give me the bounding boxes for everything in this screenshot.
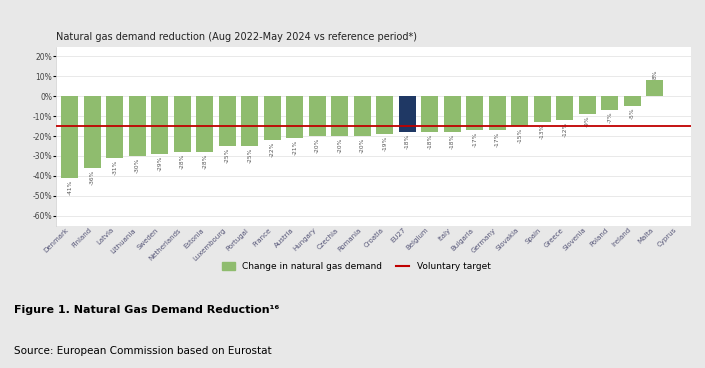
Text: Source: European Commission based on Eurostat: Source: European Commission based on Eur… xyxy=(14,346,271,356)
Text: -22%: -22% xyxy=(270,142,275,157)
Bar xyxy=(219,96,236,146)
Text: -28%: -28% xyxy=(202,153,207,169)
Text: -13%: -13% xyxy=(540,124,545,139)
Text: -18%: -18% xyxy=(405,134,410,149)
Text: -25%: -25% xyxy=(247,148,252,163)
Text: Figure 1. Natural Gas Demand Reduction¹⁶: Figure 1. Natural Gas Demand Reduction¹⁶ xyxy=(14,305,279,315)
Bar xyxy=(422,96,439,132)
Bar xyxy=(511,96,528,126)
Text: -21%: -21% xyxy=(293,139,298,155)
Text: -18%: -18% xyxy=(427,134,432,149)
Bar xyxy=(467,96,484,130)
Text: -7%: -7% xyxy=(608,112,613,123)
Legend: Change in natural gas demand, Voluntary target: Change in natural gas demand, Voluntary … xyxy=(218,259,494,275)
Bar xyxy=(399,96,416,132)
Bar xyxy=(556,96,573,120)
Bar xyxy=(624,96,641,106)
Text: -29%: -29% xyxy=(157,156,162,171)
Text: -20%: -20% xyxy=(338,138,343,153)
Text: -19%: -19% xyxy=(382,136,388,151)
Text: Natural gas demand reduction (Aug 2022-May 2024 vs reference period*): Natural gas demand reduction (Aug 2022-M… xyxy=(56,32,417,42)
Bar xyxy=(601,96,618,110)
Text: -9%: -9% xyxy=(585,116,590,127)
Text: -30%: -30% xyxy=(135,158,140,173)
Text: -20%: -20% xyxy=(360,138,365,153)
Text: -17%: -17% xyxy=(495,132,500,147)
Bar xyxy=(646,80,663,96)
Bar xyxy=(444,96,461,132)
Text: -41%: -41% xyxy=(68,179,73,195)
Bar xyxy=(534,96,551,122)
Text: -15%: -15% xyxy=(517,128,522,143)
Bar xyxy=(489,96,505,130)
Bar xyxy=(174,96,191,152)
Bar xyxy=(197,96,214,152)
Bar xyxy=(106,96,123,158)
Bar xyxy=(286,96,303,138)
Text: -36%: -36% xyxy=(90,169,95,185)
Bar xyxy=(331,96,348,136)
Text: -12%: -12% xyxy=(563,122,568,137)
Bar xyxy=(376,96,393,134)
Text: -20%: -20% xyxy=(315,138,320,153)
Bar xyxy=(354,96,371,136)
Text: 8%: 8% xyxy=(652,69,657,79)
Bar xyxy=(61,96,78,178)
Text: -25%: -25% xyxy=(225,148,230,163)
Bar xyxy=(241,96,258,146)
Text: -17%: -17% xyxy=(472,132,477,147)
Text: -5%: -5% xyxy=(630,108,635,119)
Bar xyxy=(579,96,596,114)
Text: -28%: -28% xyxy=(180,153,185,169)
Bar xyxy=(264,96,281,140)
Bar xyxy=(152,96,168,154)
Text: -18%: -18% xyxy=(450,134,455,149)
Bar xyxy=(129,96,146,156)
Text: -31%: -31% xyxy=(112,159,118,175)
Bar xyxy=(309,96,326,136)
Bar xyxy=(84,96,101,168)
